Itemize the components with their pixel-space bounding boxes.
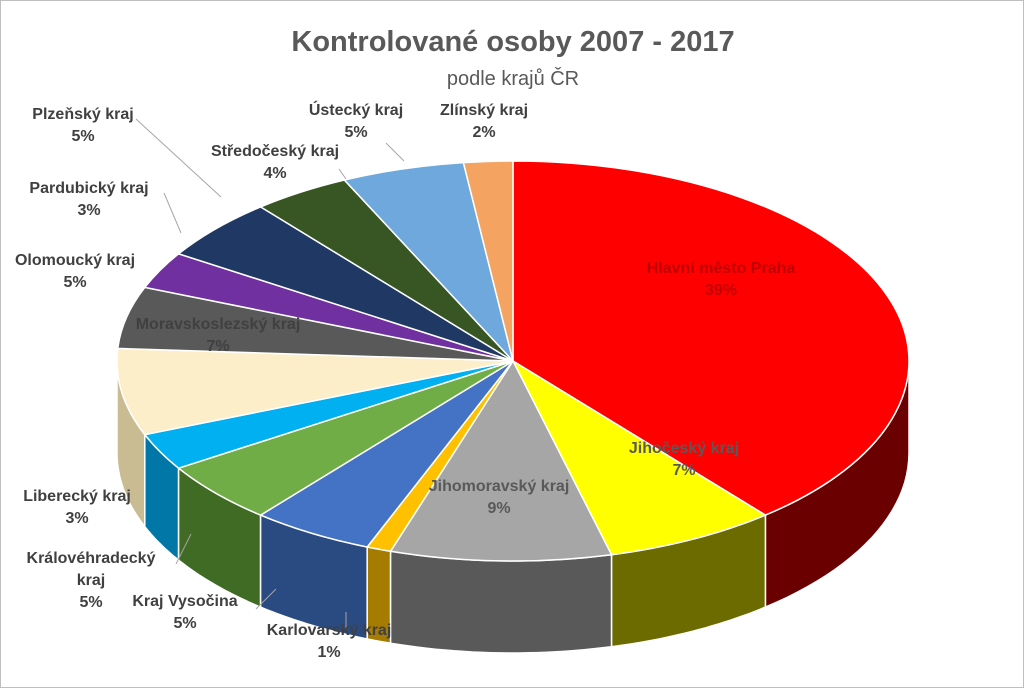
slice-label-13: Zlínský kraj 2% [440,102,528,141]
leader-line-11 [338,168,347,180]
slice-label-1: Jihočeský kraj 7% [629,440,739,479]
slice-label-0: Hlavní město Praha 39% [647,260,796,299]
slice-label-10: Plzeňský kraj 5% [32,106,133,145]
slice-label-11: Středočeský kraj 4% [211,143,339,182]
leader-lines [135,118,405,633]
slice-label-2: Jihomoravský kraj 9% [429,478,570,517]
leader-line-4 [255,588,277,610]
slice-label-5: Královéhradecký kraj 5% [27,550,156,611]
pie-slice-13 [462,160,514,362]
leader-line-9 [163,192,182,234]
leader-line-10 [135,118,222,198]
slice-label-6: Liberecký kraj 3% [23,488,131,527]
pie-slice-2 [389,359,613,562]
leader-line-12 [385,142,405,162]
pie-sides [116,360,910,654]
pie-slice-7 [116,347,514,436]
pie-slice-1 [511,358,768,556]
slice-labels: Hlavní město Praha 39% Jihočeský kraj 7% Jih… [15,100,795,661]
slice-label-12: Ústecký kraj 5% [309,100,403,141]
slice-label-3: Karlovarský kraj 1% [267,622,392,661]
slice-label-8: Olomoucký kraj 5% [15,252,135,291]
pie-side-2 [389,550,613,654]
chart-subtitle: podle krajů ČR [447,67,579,90]
pie-slice-0 [512,160,910,516]
slice-label-4: Kraj Vysočina 5% [132,593,237,632]
chart-title: Kontrolované osoby 2007 - 2017 [291,26,734,58]
leader-line-5 [175,533,192,565]
slice-label-9: Pardubický kraj 3% [29,180,148,219]
slice-label-7: Moravskoslezský kraj 7% [136,316,301,355]
pie-tops [116,160,910,562]
